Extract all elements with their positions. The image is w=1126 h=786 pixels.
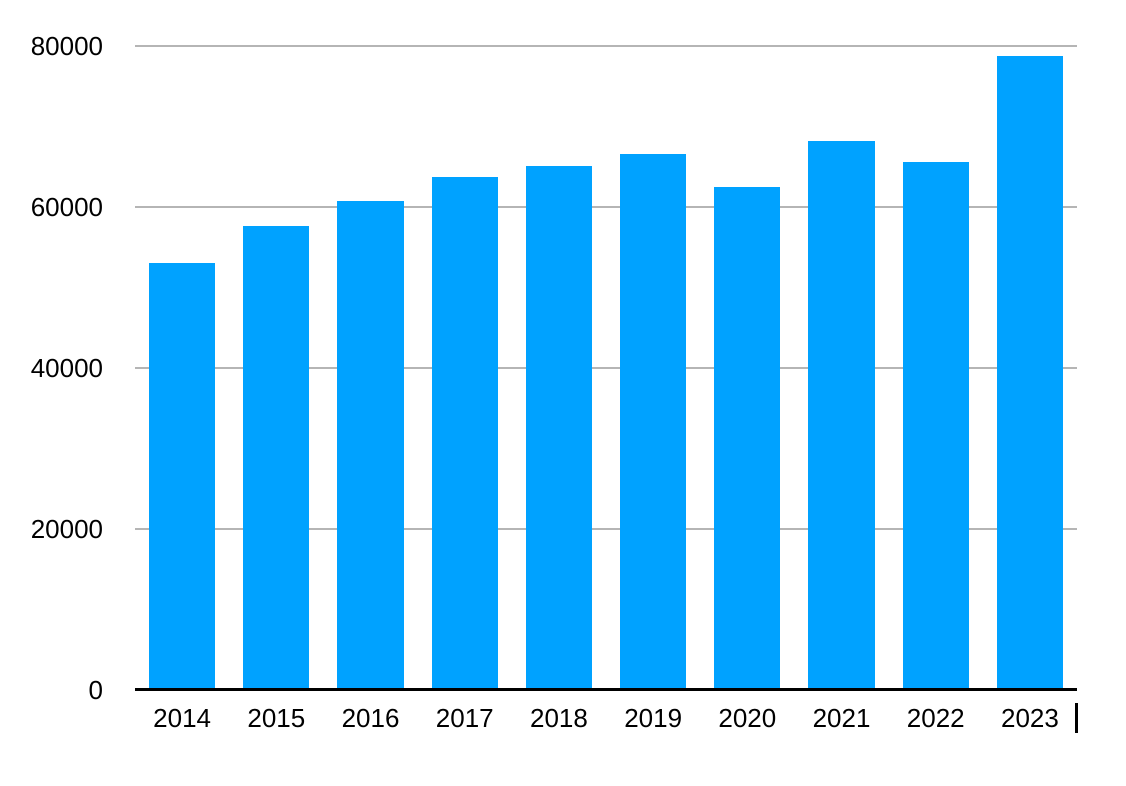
x-tick-label-2018: 2018 xyxy=(529,703,588,733)
gridline-40000 xyxy=(135,367,1077,369)
x-tick-label-2021: 2021 xyxy=(812,703,871,733)
gridline-60000 xyxy=(135,206,1077,208)
bar-2023 xyxy=(996,55,1064,690)
bar-2019 xyxy=(620,153,687,690)
text-cursor-mark xyxy=(1075,703,1078,733)
y-tick-label-0: 0 xyxy=(88,675,103,705)
x-tick-label-2014: 2014 xyxy=(153,703,212,733)
x-tick-label-2019: 2019 xyxy=(624,703,683,733)
plot-area xyxy=(135,45,1077,691)
x-tick-label-2016: 2016 xyxy=(341,703,400,733)
y-tick-label-20000: 20000 xyxy=(30,514,103,544)
y-tick-label-80000: 80000 xyxy=(30,31,103,61)
x-tick-label-2017: 2017 xyxy=(435,703,494,733)
y-axis-tick-labels: 0 20000 40000 60000 80000 xyxy=(0,0,103,786)
y-tick-label-40000: 40000 xyxy=(30,353,103,383)
x-axis-line xyxy=(135,688,1077,691)
bar-2020 xyxy=(714,186,781,690)
bar-2016 xyxy=(337,201,404,690)
x-axis-tick-labels: 2014 2015 2016 2017 2018 2019 2020 2021 2022 2023 xyxy=(135,703,1077,733)
bar-2017 xyxy=(431,177,498,690)
bar-2021 xyxy=(808,141,875,690)
bar-2014 xyxy=(149,262,216,690)
gridline-80000 xyxy=(135,45,1077,47)
x-tick-label-2015: 2015 xyxy=(247,703,306,733)
bar-2018 xyxy=(525,165,593,690)
x-tick-label-2023: 2023 xyxy=(1001,703,1059,733)
bar-2022 xyxy=(902,161,969,690)
bar-2015 xyxy=(243,225,310,690)
gridline-20000 xyxy=(135,528,1077,530)
x-tick-label-2020: 2020 xyxy=(718,703,777,733)
y-tick-label-60000: 60000 xyxy=(30,192,103,222)
x-tick-label-2022: 2022 xyxy=(906,703,965,733)
